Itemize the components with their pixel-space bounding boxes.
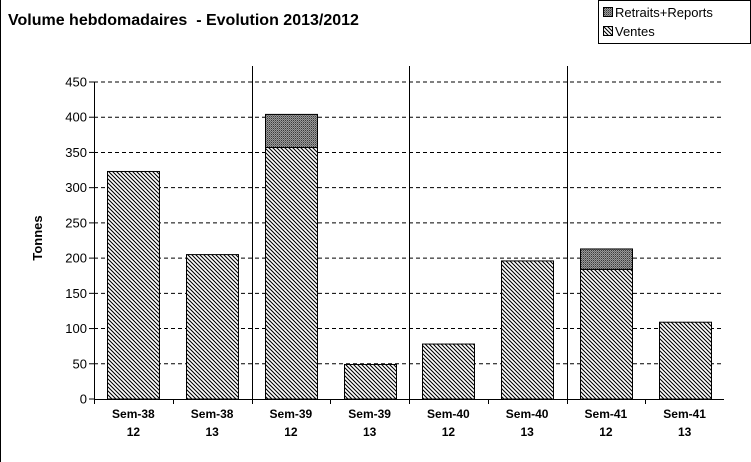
- x-tick-label-year: 13: [205, 425, 219, 439]
- bar-ventes-6: [501, 260, 554, 400]
- bar-ventes-2: [186, 254, 239, 400]
- chart-title: Volume hebdomadaires - Evolution 2013/20…: [8, 12, 359, 29]
- y-tick-label: 0: [80, 392, 87, 407]
- y-tick-label: 150: [65, 286, 87, 301]
- legend-swatch-ventes: [603, 26, 613, 36]
- x-tick-label-week: Sem-41: [585, 407, 628, 421]
- x-tick-label-year: 12: [442, 425, 456, 439]
- chart-legend: Retraits+Reports Ventes: [598, 0, 751, 44]
- y-tick-label: 50: [73, 356, 87, 371]
- bar-ventes-1: [107, 170, 160, 400]
- bar-retraits-7: [580, 248, 633, 270]
- bar-ventes-5: [422, 343, 475, 400]
- y-tick-label: 250: [65, 215, 87, 230]
- x-tick-label-year: 12: [599, 425, 613, 439]
- legend-label-retraits: Retraits+Reports: [615, 4, 713, 20]
- group-separators: [252, 66, 568, 399]
- x-tick-label-year: 13: [363, 425, 377, 439]
- x-tick-label-week: Sem-39: [348, 407, 391, 421]
- y-tick-label: 100: [65, 321, 87, 336]
- x-tick-label-week: Sem-38: [112, 407, 155, 421]
- x-tick-label-year: 12: [284, 425, 298, 439]
- x-tick-label-week: Sem-40: [506, 407, 549, 421]
- axis-layer: 0 50 100 150 200 250 300 350 400 450 Sem-38 12 Sem-3…: [65, 75, 724, 439]
- bar-retraits-3: [265, 113, 318, 149]
- x-tick-label-week: Sem-41: [663, 407, 706, 421]
- y-tick-label: 450: [65, 75, 87, 90]
- legend-swatch-retraits: [603, 7, 613, 17]
- bar-ventes-7: [580, 268, 633, 400]
- bar-ventes-8: [659, 321, 712, 400]
- y-tick-label: 400: [65, 110, 87, 125]
- x-tick-label-year: 12: [127, 425, 141, 439]
- x-tick-label-year: 13: [678, 425, 692, 439]
- y-axis-label: Tonnes: [30, 215, 45, 260]
- legend-item-ventes: Ventes: [603, 23, 655, 39]
- legend-item-retraits: Retraits+Reports: [603, 4, 713, 20]
- bars-layer: [107, 113, 712, 400]
- x-tick-label-week: Sem-39: [270, 407, 313, 421]
- y-tick-label: 350: [65, 145, 87, 160]
- x-tick-label-year: 13: [520, 425, 534, 439]
- y-tick-label: 200: [65, 251, 87, 266]
- y-tick-label: 300: [65, 180, 87, 195]
- bar-ventes-3: [265, 147, 318, 400]
- bar-ventes-4: [344, 363, 397, 400]
- x-tick-label-week: Sem-40: [427, 407, 470, 421]
- x-tick-label-week: Sem-38: [191, 407, 234, 421]
- legend-label-ventes: Ventes: [615, 23, 655, 39]
